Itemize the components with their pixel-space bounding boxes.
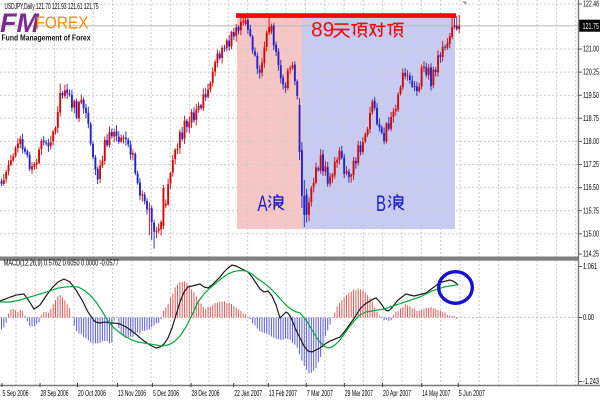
svg-text:1.061: 1.061 — [583, 262, 597, 271]
svg-text:121.00: 121.00 — [583, 45, 599, 54]
svg-text:122.46: 122.46 — [583, 0, 599, 9]
svg-text:5 Sep 2006: 5 Sep 2006 — [3, 389, 29, 398]
svg-text:13 Nov 2006: 13 Nov 2006 — [118, 389, 146, 398]
svg-text:114.25: 114.25 — [583, 250, 599, 259]
svg-text:119.50: 119.50 — [583, 91, 599, 100]
svg-text:5 Jun 2007: 5 Jun 2007 — [459, 389, 485, 398]
svg-text:121.75: 121.75 — [583, 22, 600, 31]
svg-text:22 Jan 2007: 22 Jan 2007 — [234, 389, 262, 398]
svg-text:28 Sep 2006: 28 Sep 2006 — [41, 389, 69, 398]
svg-text:115.75: 115.75 — [583, 206, 599, 215]
svg-text:A: A — [258, 191, 268, 216]
svg-text:115.00: 115.00 — [583, 229, 599, 238]
svg-text:14 May 2007: 14 May 2007 — [422, 389, 450, 398]
svg-text:Fund Management of Forex: Fund Management of Forex — [2, 34, 91, 43]
svg-text:FOREX: FOREX — [36, 13, 89, 33]
svg-text:7 Mar 2007: 7 Mar 2007 — [307, 389, 333, 398]
svg-text:-1.243: -1.243 — [583, 377, 599, 386]
svg-text:USDJPY,Daily 121.70 121.93 12: USDJPY,Daily 121.70 121.93 121.61 121.75 — [5, 2, 99, 11]
svg-text:B: B — [376, 191, 386, 216]
svg-text:0.00: 0.00 — [583, 313, 594, 322]
svg-text:89: 89 — [311, 19, 334, 42]
svg-text:29 Mar 2007: 29 Mar 2007 — [345, 389, 373, 398]
svg-text:118.75: 118.75 — [583, 114, 599, 123]
svg-text:28 Dec 2006: 28 Dec 2006 — [192, 389, 220, 398]
svg-text:117.25: 117.25 — [583, 160, 599, 169]
svg-text:120.25: 120.25 — [583, 68, 599, 77]
svg-text:5 Dec 2006: 5 Dec 2006 — [153, 389, 179, 398]
svg-text:116.50: 116.50 — [583, 183, 599, 192]
svg-text:20 Oct 2006: 20 Oct 2006 — [78, 389, 106, 398]
svg-text:MACD(12,26,9) 0.5762 0.6050 0.: MACD(12,26,9) 0.5762 0.6050 0.0000 -0.05… — [4, 259, 119, 268]
svg-text:FM: FM — [0, 8, 39, 38]
svg-text:118.00: 118.00 — [583, 137, 599, 146]
svg-text:13 Feb 2007: 13 Feb 2007 — [269, 389, 297, 398]
svg-text:20 Apr 2007: 20 Apr 2007 — [383, 389, 411, 398]
